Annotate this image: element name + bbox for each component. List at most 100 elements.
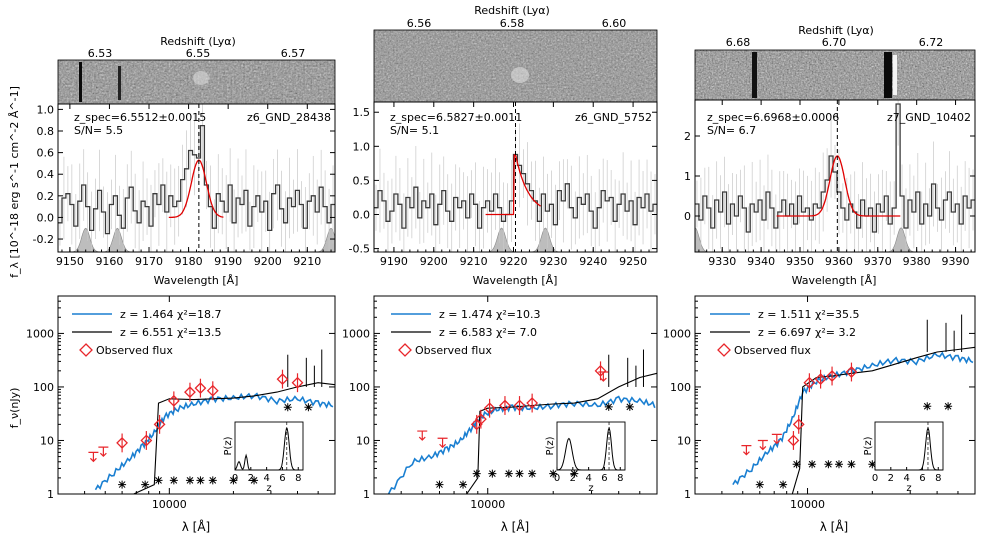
model-photometry-star — [625, 402, 634, 411]
sed-legend-2: z = 1.474 χ²=10.3 z = 6.583 χ²= 7.0 Obse… — [391, 308, 540, 357]
spectrum-panel-2: 9190 9200 9210 9220 9230 9240 9250 -0.5 0.0 0.5 1.… — [349, 101, 658, 268]
x-tick-label: 9190 — [380, 255, 408, 268]
pz-x-tick-label: 6 — [279, 473, 285, 484]
model-photometry-star — [196, 476, 205, 485]
pz-x-tick-label: 8 — [295, 473, 301, 484]
y-tick-label: 0.0 — [353, 209, 371, 222]
y-tick-label: 10 — [356, 434, 370, 447]
model-photometry-star — [824, 460, 833, 469]
pz-xlabel: z — [266, 483, 271, 494]
pz-x-tick-label: 0 — [872, 473, 878, 484]
zspec-label-1: z_spec=6.5512±0.0015 — [74, 111, 206, 124]
legend-blue-1: z = 1.464 χ²=18.7 — [120, 308, 221, 321]
upper-limit-arrow — [598, 371, 609, 382]
legend-blue-2: z = 1.474 χ²=10.3 — [439, 308, 540, 321]
observed-flux-diamond — [153, 418, 166, 431]
legend-black-2: z = 6.583 χ²= 7.0 — [439, 326, 537, 339]
model-photometry-star — [779, 480, 788, 489]
pz-inset-box — [556, 421, 626, 471]
model-photometry-star — [435, 480, 444, 489]
redshift-tick-3a: 6.68 — [726, 36, 751, 49]
redshift-label-3: Redshift (Lyα) — [798, 24, 874, 37]
x-tick-label: 9170 — [135, 255, 163, 268]
observed-flux-diamond — [140, 434, 153, 447]
y-tick-label: 1.0 — [353, 140, 371, 153]
pz-ylabel: P(z) — [863, 436, 874, 455]
pz-x-tick-label: 6 — [919, 473, 925, 484]
model-photometry-star — [808, 460, 817, 469]
model-photometry-star — [755, 480, 764, 489]
y-tick-label: 0.8 — [37, 125, 55, 138]
pz-xlabel: z — [906, 483, 911, 494]
x-tick-label: 9210 — [293, 255, 321, 268]
gaussian-fit-line — [485, 153, 541, 216]
legend-black-3: z = 6.697 χ²= 3.2 — [758, 326, 856, 339]
model-photometry-star — [472, 469, 481, 478]
x-tick-label: 9160 — [95, 255, 123, 268]
observed-flux-diamond — [184, 386, 196, 399]
x-tick-label: 9240 — [579, 255, 607, 268]
x-tick-label: 9180 — [175, 255, 203, 268]
sky-line-shade — [69, 227, 102, 253]
model-photometry-star — [847, 460, 856, 469]
sed-legend-1: z = 1.464 χ²=18.7 z = 6.551 χ²=13.5 Obse… — [72, 308, 221, 357]
spectrum-axes-box — [373, 101, 658, 253]
model-photometry-star — [528, 469, 537, 478]
sky-line-shade — [101, 227, 134, 253]
model-photometry-star — [515, 469, 524, 478]
y-tick-label: 1.5 — [353, 106, 371, 119]
x-tick-label: 9250 — [619, 255, 647, 268]
legend-black-1: z = 6.551 χ²=13.5 — [120, 326, 221, 339]
redshift-label-2: Redshift (Lyα) — [474, 4, 550, 17]
spectrum-panel-1: 9150 9160 9170 9180 9190 9200 9210 -0.2 0.0 0.2 0.… — [33, 103, 336, 268]
model-photometry-star — [208, 476, 217, 485]
pz-curve — [234, 428, 303, 471]
pz-xlabel: z — [588, 483, 593, 494]
wavelength-xlabel-1: Wavelength [Å] — [154, 274, 239, 287]
upper-limit-arrow — [88, 451, 99, 463]
black-model-line — [133, 382, 336, 495]
observed-flux-diamond — [787, 434, 800, 447]
x-tick-label: 9350 — [786, 255, 814, 268]
pz-x-tick-label: 2 — [888, 473, 894, 484]
x-tick-label: 9330 — [708, 255, 736, 268]
model-photometry-star — [604, 402, 613, 411]
observed-flux-diamond — [116, 437, 129, 449]
y-tick-label: 0.6 — [37, 147, 55, 160]
observed-flux-diamond — [594, 364, 607, 377]
sed-xlabel-2: λ [Å] — [501, 519, 530, 534]
upper-limit-arrow — [757, 439, 768, 451]
upper-limit-arrow — [741, 445, 752, 456]
y-tick-label: 0.4 — [37, 168, 55, 181]
pz-inset-box — [234, 421, 304, 471]
model-photometry-star — [570, 469, 579, 478]
legend-observed-3: Observed flux — [734, 344, 811, 357]
model-photometry-star — [549, 469, 558, 478]
y-tick-label: 100 — [33, 381, 54, 394]
spectrum-panel-3: 9330 9340 9350 9360 9370 9380 9390 0 1 2 — [684, 99, 976, 268]
sed-xlabel-3: λ [Å] — [820, 519, 849, 534]
y-tick-label: 1.0 — [37, 103, 55, 116]
y-tick-label: 10 — [40, 434, 54, 447]
x-tick-label: 10000 — [152, 498, 187, 511]
pz-ylabel: P(z) — [223, 436, 234, 455]
x-tick-label: 9380 — [903, 255, 931, 268]
y-tick-label: 1 — [47, 488, 54, 501]
sed-legend-3: z = 1.511 χ²=35.5 z = 6.697 χ²= 3.2 Obse… — [710, 308, 859, 357]
observed-flux-diamond — [474, 413, 487, 426]
pz-x-tick-label: 0 — [232, 473, 238, 484]
pz-x-tick-label: 2 — [570, 473, 576, 484]
flux-nu-ylabel: f_ν(nJy) — [8, 388, 21, 429]
model-photometry-star — [118, 480, 127, 489]
x-tick-label: 9370 — [864, 255, 892, 268]
y-tick-label: 100 — [670, 381, 691, 394]
x-tick-label: 9210 — [460, 255, 488, 268]
model-photometry-star — [459, 480, 468, 489]
sky-line-shade — [694, 227, 711, 253]
zspec-label-2: z_spec=6.5827±0.0011 — [390, 111, 522, 124]
redshift-axis-2: Redshift (Lyα) 6.56 6.58 6.60 — [407, 4, 627, 30]
observed-flux-diamond — [291, 376, 304, 389]
legend-blue-3: z = 1.511 χ²=35.5 — [758, 308, 859, 321]
y-tick-label: -0.5 — [349, 243, 370, 256]
pz-inset-box — [874, 421, 944, 471]
